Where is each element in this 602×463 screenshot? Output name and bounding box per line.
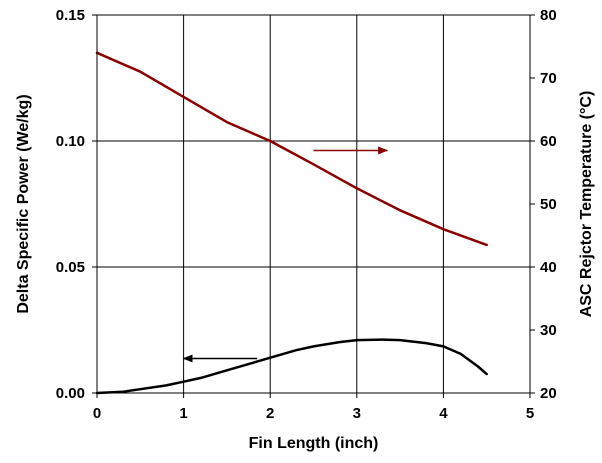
y-left-tick-label: 0.05 [56, 259, 85, 276]
y-right-tick-label: 20 [540, 385, 557, 402]
y-right-axis-title: ASC Rejctor Temperature (°C) [578, 91, 595, 318]
y-left-tick-label: 0.00 [56, 385, 85, 402]
temperature-series-line [95, 51, 488, 247]
y-right-tick-label: 30 [540, 322, 557, 339]
y-left-tick-label: 0.15 [56, 7, 85, 24]
x-axis-title: Fin Length (inch) [249, 435, 379, 452]
x-tick-label: 4 [439, 405, 448, 422]
y-right-tick-label: 70 [540, 70, 557, 87]
x-tick-label: 3 [353, 405, 361, 422]
y-right-tick-label: 60 [540, 133, 557, 150]
x-tick-label: 5 [526, 405, 534, 422]
y-left-tick-label: 0.10 [56, 133, 85, 150]
series-layer [95, 51, 488, 395]
tick-labels: 0 1 2 3 4 5 0.00 0.05 0.10 0.15 20 30 40 50 60 70 80 [56, 7, 557, 422]
x-tick-label: 2 [266, 405, 274, 422]
annotations [182, 146, 389, 363]
y-left-axis-title: Delta Specific Power (We/kg) [15, 94, 32, 313]
gridlines [96, 14, 531, 394]
plot-frame [96, 14, 531, 394]
y-right-tick-label: 80 [540, 7, 557, 24]
x-tick-label: 1 [179, 405, 187, 422]
x-tick-label: 0 [93, 405, 101, 422]
y-right-tick-label: 40 [540, 259, 557, 276]
power-series-line [95, 338, 488, 395]
y-right-tick-label: 50 [540, 196, 557, 213]
